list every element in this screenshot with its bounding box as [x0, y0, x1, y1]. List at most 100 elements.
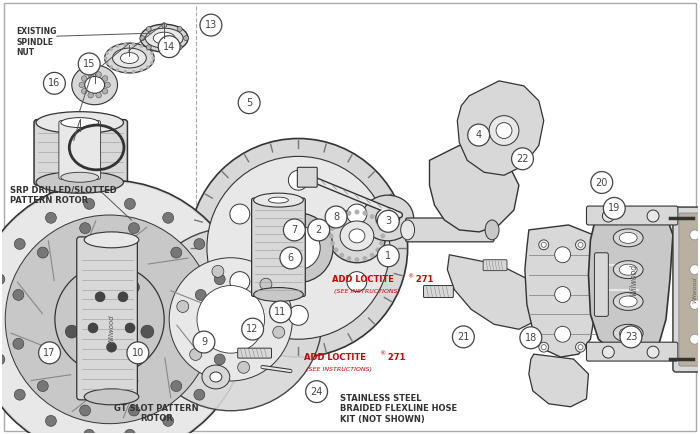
Text: 5: 5	[246, 98, 252, 108]
Text: (SEE INSTRUCTIONS): (SEE INSTRUCTIONS)	[307, 367, 372, 372]
Text: Wilwood: Wilwood	[630, 263, 638, 296]
Text: 19: 19	[608, 204, 620, 214]
Text: 6: 6	[288, 253, 294, 263]
Ellipse shape	[620, 296, 637, 307]
Ellipse shape	[36, 112, 123, 134]
Ellipse shape	[613, 261, 643, 279]
Circle shape	[280, 247, 302, 269]
Text: 12: 12	[246, 324, 259, 334]
Text: GT SLOT PATTERN
ROTOR: GT SLOT PATTERN ROTOR	[114, 404, 199, 423]
Circle shape	[127, 281, 139, 294]
Text: 3: 3	[385, 216, 391, 226]
Circle shape	[102, 89, 108, 94]
Circle shape	[238, 362, 250, 373]
Circle shape	[512, 148, 533, 170]
Text: 16: 16	[48, 78, 60, 89]
Circle shape	[496, 123, 512, 138]
Circle shape	[328, 233, 334, 238]
Circle shape	[554, 247, 570, 263]
Circle shape	[591, 171, 612, 194]
Circle shape	[0, 354, 5, 365]
Circle shape	[132, 70, 135, 73]
Circle shape	[197, 286, 265, 353]
Text: 13: 13	[205, 20, 217, 30]
Text: 21: 21	[457, 332, 470, 342]
Circle shape	[212, 266, 224, 277]
Circle shape	[221, 314, 232, 325]
Text: 24: 24	[310, 387, 323, 397]
Circle shape	[158, 36, 180, 58]
Circle shape	[140, 36, 145, 41]
Circle shape	[116, 44, 119, 48]
Circle shape	[109, 47, 113, 51]
FancyBboxPatch shape	[673, 207, 700, 372]
Circle shape	[370, 214, 374, 219]
Circle shape	[65, 325, 78, 338]
Text: 10: 10	[132, 348, 144, 358]
Ellipse shape	[620, 264, 637, 275]
Circle shape	[354, 257, 359, 262]
Circle shape	[363, 256, 368, 261]
Circle shape	[346, 211, 351, 216]
Circle shape	[177, 45, 182, 50]
Ellipse shape	[400, 220, 414, 240]
Circle shape	[207, 156, 390, 339]
Circle shape	[139, 228, 322, 411]
Circle shape	[38, 342, 60, 364]
Circle shape	[55, 265, 164, 374]
Circle shape	[578, 345, 583, 350]
Circle shape	[14, 389, 25, 400]
Circle shape	[334, 247, 339, 253]
Circle shape	[377, 245, 399, 267]
Text: 1: 1	[385, 251, 391, 261]
Text: 7: 7	[291, 225, 298, 235]
Ellipse shape	[485, 220, 499, 240]
Circle shape	[539, 342, 549, 352]
Circle shape	[177, 300, 189, 312]
Ellipse shape	[120, 53, 139, 63]
Circle shape	[96, 92, 101, 98]
Circle shape	[326, 206, 347, 228]
Circle shape	[334, 219, 339, 224]
Circle shape	[194, 389, 205, 400]
Circle shape	[690, 265, 700, 275]
Circle shape	[116, 68, 119, 72]
Circle shape	[647, 210, 659, 222]
Circle shape	[379, 226, 384, 231]
FancyBboxPatch shape	[251, 198, 305, 296]
Polygon shape	[589, 208, 673, 357]
Text: SRP DRILLED/SLOTTED
PATTERN ROTOR: SRP DRILLED/SLOTTED PATTERN ROTOR	[10, 185, 117, 205]
FancyBboxPatch shape	[424, 286, 454, 297]
Circle shape	[0, 274, 5, 285]
Circle shape	[109, 65, 113, 69]
Text: EXISTING
SPINDLE
NUT: EXISTING SPINDLE NUT	[16, 27, 57, 57]
Circle shape	[190, 349, 202, 360]
Circle shape	[195, 289, 206, 300]
Circle shape	[520, 327, 542, 349]
Circle shape	[125, 323, 135, 333]
Circle shape	[284, 219, 305, 241]
Circle shape	[162, 212, 174, 223]
Text: ADD LOCTITE: ADD LOCTITE	[304, 352, 366, 362]
Circle shape	[214, 274, 225, 285]
Circle shape	[195, 339, 206, 349]
Circle shape	[129, 223, 139, 233]
Circle shape	[193, 331, 215, 353]
Circle shape	[575, 240, 585, 250]
Circle shape	[554, 326, 570, 342]
Circle shape	[106, 342, 116, 352]
Circle shape	[105, 52, 108, 55]
Ellipse shape	[613, 293, 643, 310]
Circle shape	[171, 247, 182, 258]
Ellipse shape	[620, 328, 637, 339]
Circle shape	[37, 381, 48, 391]
Ellipse shape	[141, 24, 188, 52]
Circle shape	[146, 47, 150, 51]
Circle shape	[171, 381, 182, 391]
Ellipse shape	[84, 389, 139, 405]
Ellipse shape	[349, 229, 365, 243]
Circle shape	[230, 204, 250, 224]
Circle shape	[150, 61, 153, 65]
Polygon shape	[457, 81, 544, 175]
Ellipse shape	[84, 232, 139, 248]
